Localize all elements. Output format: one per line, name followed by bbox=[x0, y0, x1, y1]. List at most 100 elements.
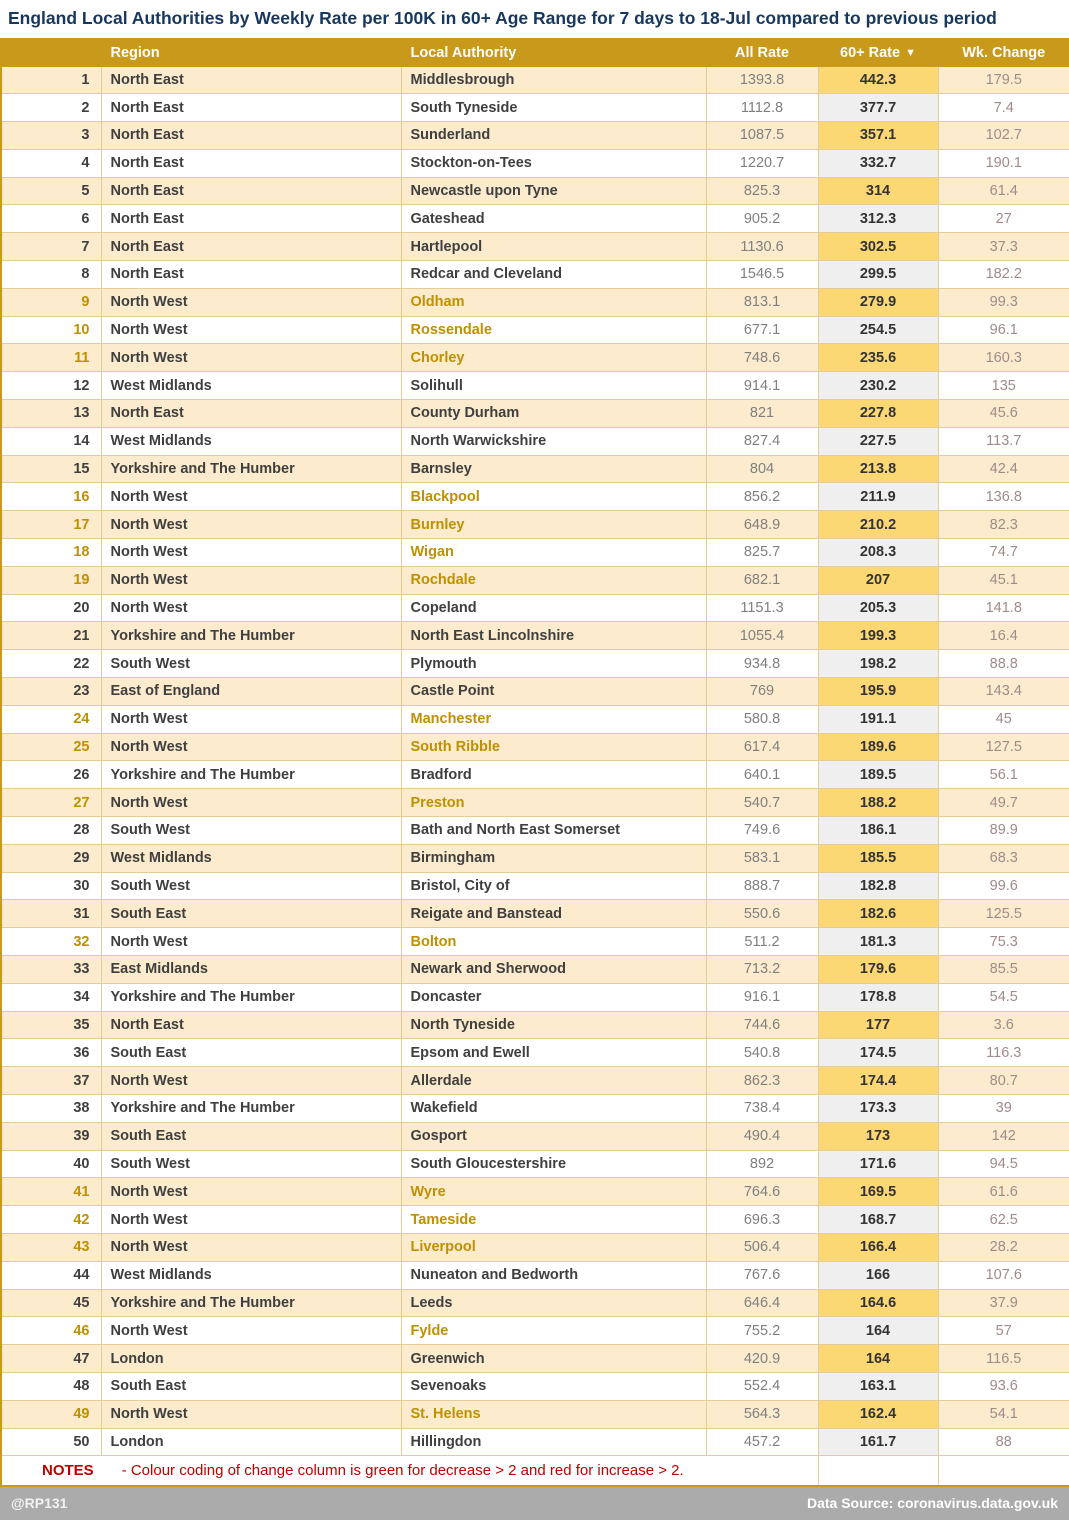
cell-rank: 35 bbox=[0, 1010, 102, 1040]
cell-region: Yorkshire and The Humber bbox=[100, 760, 402, 790]
header-all-rate: All Rate bbox=[705, 38, 819, 67]
table-row: 35 North East North Tyneside 744.6 177 3.6 bbox=[0, 1010, 1069, 1040]
cell-region: Yorkshire and The Humber bbox=[100, 982, 402, 1012]
table-row: 18 North West Wigan 825.7 208.3 74.7 bbox=[0, 538, 1069, 567]
cell-rate-60: 213.8 bbox=[817, 454, 939, 484]
cell-rank: 47 bbox=[0, 1344, 102, 1373]
cell-all-rate: 825.3 bbox=[705, 176, 819, 206]
table-row: 15 Yorkshire and The Humber Barnsley 804 213… bbox=[0, 454, 1069, 484]
cell-all-rate: 1393.8 bbox=[705, 65, 819, 95]
cell-rank: 27 bbox=[0, 788, 102, 818]
cell-rate-60: 188.2 bbox=[817, 788, 939, 818]
cell-rank: 44 bbox=[0, 1260, 102, 1290]
table-row: 25 North West South Ribble 617.4 189.6 127.5 bbox=[0, 732, 1069, 762]
table-row: 38 Yorkshire and The Humber Wakefield 738.4… bbox=[0, 1093, 1069, 1123]
cell-rank: 17 bbox=[0, 510, 102, 540]
cell-all-rate: 550.6 bbox=[705, 899, 819, 929]
cell-wk-change: 107.6 bbox=[937, 1260, 1069, 1290]
cell-wk-change: 57 bbox=[937, 1316, 1069, 1346]
cell-rate-60: 189.5 bbox=[817, 760, 939, 790]
cell-rank: 22 bbox=[0, 649, 102, 679]
cell-wk-change: 56.1 bbox=[937, 760, 1069, 790]
cell-wk-change: 179.5 bbox=[937, 65, 1069, 95]
cell-authority: Preston bbox=[400, 788, 707, 818]
cell-rank: 2 bbox=[0, 93, 102, 123]
cell-wk-change: 37.3 bbox=[937, 232, 1069, 262]
cell-rate-60: 181.3 bbox=[817, 927, 939, 956]
cell-all-rate: 738.4 bbox=[705, 1093, 819, 1123]
cell-rate-60: 171.6 bbox=[817, 1149, 939, 1179]
header-local-authority: Local Authority bbox=[400, 38, 707, 67]
cell-rate-60: 314 bbox=[817, 176, 939, 206]
notes-text: - Colour coding of change column is gree… bbox=[121, 1461, 684, 1479]
cell-region: North West bbox=[100, 482, 402, 512]
table-row: 12 West Midlands Solihull 914.1 230.2 135 bbox=[0, 371, 1069, 401]
cell-region: North East bbox=[100, 1010, 402, 1040]
cell-rate-60: 173.3 bbox=[817, 1093, 939, 1123]
cell-all-rate: 490.4 bbox=[705, 1121, 819, 1151]
cell-rank: 29 bbox=[0, 843, 102, 873]
cell-rank: 49 bbox=[0, 1399, 102, 1429]
cell-authority: Birmingham bbox=[400, 843, 707, 873]
cell-rank: 40 bbox=[0, 1149, 102, 1179]
cell-all-rate: 755.2 bbox=[705, 1316, 819, 1346]
cell-rate-60: 162.4 bbox=[817, 1399, 939, 1429]
cell-authority: Blackpool bbox=[400, 482, 707, 512]
cell-wk-change: 141.8 bbox=[937, 593, 1069, 623]
header-region: Region bbox=[100, 38, 402, 67]
cell-all-rate: 583.1 bbox=[705, 843, 819, 873]
cell-wk-change: 102.7 bbox=[937, 121, 1069, 150]
cell-rate-60: 178.8 bbox=[817, 982, 939, 1012]
cell-wk-change: 160.3 bbox=[937, 343, 1069, 373]
cell-region: North West bbox=[100, 1316, 402, 1346]
cell-region: West Midlands bbox=[100, 843, 402, 873]
cell-rate-60: 161.7 bbox=[817, 1427, 939, 1457]
header-60plus-rate[interactable]: 60+ Rate ▼ bbox=[817, 38, 939, 67]
cell-rank: 16 bbox=[0, 482, 102, 512]
table-row: 32 North West Bolton 511.2 181.3 75.3 bbox=[0, 927, 1069, 956]
cell-authority: Bath and North East Somerset bbox=[400, 816, 707, 845]
cell-rate-60: 254.5 bbox=[817, 315, 939, 345]
cell-rate-60: 205.3 bbox=[817, 593, 939, 623]
cell-rank: 34 bbox=[0, 982, 102, 1012]
table-row: 44 West Midlands Nuneaton and Bedworth 767.… bbox=[0, 1260, 1069, 1290]
cell-rate-60: 179.6 bbox=[817, 955, 939, 984]
cell-region: Yorkshire and The Humber bbox=[100, 1288, 402, 1318]
cell-rate-60: 332.7 bbox=[817, 148, 939, 178]
cell-authority: Allerdale bbox=[400, 1066, 707, 1095]
table-row: 2 North East South Tyneside 1112.8 377.7 7.4 bbox=[0, 93, 1069, 123]
cell-rank: 12 bbox=[0, 371, 102, 401]
cell-region: West Midlands bbox=[100, 1260, 402, 1290]
cell-authority: Hartlepool bbox=[400, 232, 707, 262]
cell-rate-60: 182.6 bbox=[817, 899, 939, 929]
cell-authority: Castle Point bbox=[400, 677, 707, 706]
cell-all-rate: 744.6 bbox=[705, 1010, 819, 1040]
cell-rate-60: 198.2 bbox=[817, 649, 939, 679]
cell-rank: 5 bbox=[0, 176, 102, 206]
table-row: 8 North East Redcar and Cleveland 1546.5 299… bbox=[0, 260, 1069, 289]
cell-rank: 36 bbox=[0, 1038, 102, 1068]
cell-all-rate: 713.2 bbox=[705, 955, 819, 984]
cell-all-rate: 617.4 bbox=[705, 732, 819, 762]
cell-wk-change: 82.3 bbox=[937, 510, 1069, 540]
cell-all-rate: 825.7 bbox=[705, 538, 819, 567]
table-row: 20 North West Copeland 1151.3 205.3 141.8 bbox=[0, 593, 1069, 623]
cell-wk-change: 116.5 bbox=[937, 1344, 1069, 1373]
table-row: 5 North East Newcastle upon Tyne 825.3 314 61… bbox=[0, 176, 1069, 206]
cell-authority: North Tyneside bbox=[400, 1010, 707, 1040]
cell-region: North West bbox=[100, 788, 402, 818]
cell-authority: Sevenoaks bbox=[400, 1371, 707, 1401]
cell-wk-change: 80.7 bbox=[937, 1066, 1069, 1095]
cell-rank: 10 bbox=[0, 315, 102, 345]
cell-rank: 39 bbox=[0, 1121, 102, 1151]
cell-authority: Gateshead bbox=[400, 204, 707, 234]
cell-region: North West bbox=[100, 927, 402, 956]
cell-authority: Reigate and Banstead bbox=[400, 899, 707, 929]
cell-rate-60: 210.2 bbox=[817, 510, 939, 540]
table-row: 48 South East Sevenoaks 552.4 163.1 93.6 bbox=[0, 1371, 1069, 1401]
cell-authority: Newcastle upon Tyne bbox=[400, 176, 707, 206]
cell-all-rate: 640.1 bbox=[705, 760, 819, 790]
cell-rate-60: 442.3 bbox=[817, 65, 939, 95]
cell-rank: 24 bbox=[0, 704, 102, 734]
table-row: 43 North West Liverpool 506.4 166.4 28.2 bbox=[0, 1232, 1069, 1262]
